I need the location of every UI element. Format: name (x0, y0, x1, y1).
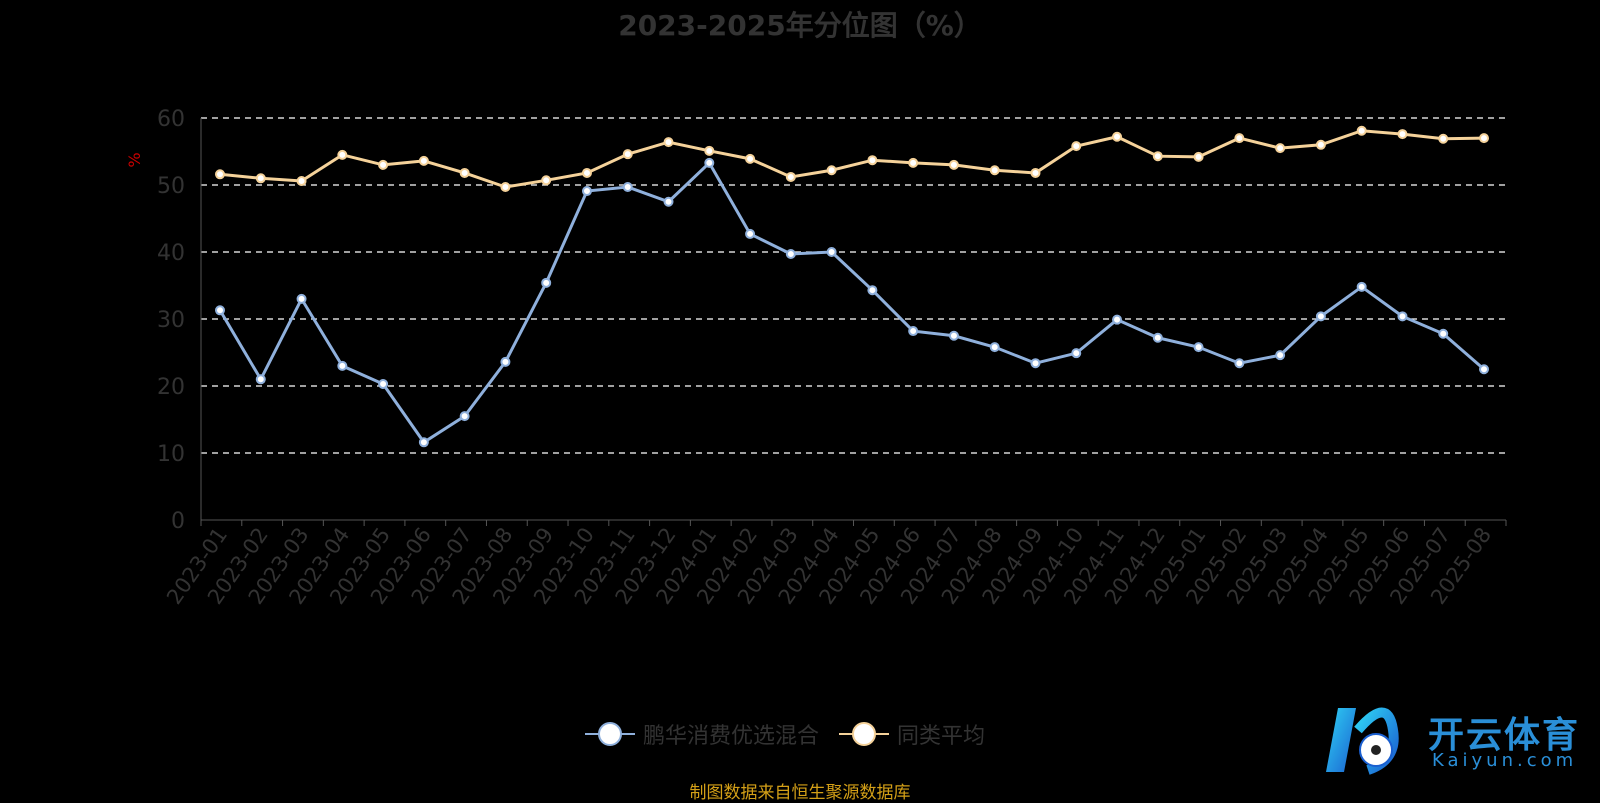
data-point-0 (1112, 314, 1123, 325)
data-point-0 (1193, 342, 1204, 353)
data-point-1 (1479, 133, 1489, 144)
watermark-name: 开云体育 (1428, 715, 1581, 756)
data-point-0 (1315, 311, 1326, 322)
data-point-0 (989, 342, 1000, 353)
data-point-0 (908, 326, 919, 337)
data-point-1 (459, 167, 470, 178)
data-point-0 (867, 285, 878, 296)
data-point-0 (1234, 358, 1245, 369)
series-line-0 (218, 160, 1485, 445)
data-point-1 (581, 167, 592, 178)
data-point-0 (745, 228, 756, 239)
watermark-domain: Kaiyun.com (1432, 750, 1578, 771)
data-point-1 (745, 153, 756, 164)
data-point-1 (867, 155, 878, 166)
legend-label-fund: 鹏华消费优选混合 (643, 724, 820, 749)
series-line-1 (219, 129, 1485, 189)
legend-item-fund[interactable]: 鹏华消费优选混合 (585, 718, 819, 750)
data-point-1 (255, 173, 266, 184)
data-point-0 (581, 186, 592, 197)
data-point-1 (215, 169, 225, 180)
data-point-1 (1356, 125, 1367, 136)
data-point-1 (948, 159, 959, 170)
kaiyun-logo-icon (1326, 707, 1399, 775)
data-point-0 (1397, 311, 1408, 322)
data-point-0 (1275, 350, 1286, 361)
legend-marker-average (839, 722, 890, 746)
data-point-1 (704, 145, 715, 156)
y-tick-label: 20 (157, 375, 185, 400)
data-point-1 (541, 175, 552, 186)
data-point-0 (337, 360, 348, 371)
data-point-0 (255, 374, 266, 385)
legend-label-average: 同类平均 (897, 724, 986, 749)
data-point-1 (1438, 133, 1449, 144)
legend: 鹏华消费优选混合 同类平均 (585, 718, 1005, 750)
y-tick-label: 10 (157, 442, 185, 467)
data-point-1 (1275, 143, 1286, 154)
data-point-0 (1152, 332, 1163, 343)
data-source-note: 制图数据来自恒生聚源数据库 (689, 783, 911, 803)
data-point-0 (1479, 364, 1489, 375)
chart-title: 2023-2025年分位图（%） (618, 9, 982, 42)
legend-marker-fund (585, 722, 635, 746)
data-point-1 (378, 159, 389, 170)
data-point-1 (1030, 167, 1041, 178)
y-tick-label: 60 (157, 107, 185, 132)
data-point-0 (1438, 328, 1449, 339)
data-point-1 (418, 155, 429, 166)
data-point-0 (1356, 281, 1367, 292)
data-point-1 (663, 137, 674, 148)
data-point-1 (1152, 151, 1163, 162)
data-point-1 (337, 149, 348, 160)
data-point-1 (500, 182, 511, 193)
data-point-0 (296, 293, 307, 304)
watermark-logo: 开云体育 Kaiyun.com (1318, 700, 1588, 780)
data-point-0 (541, 277, 552, 288)
data-point-1 (1112, 131, 1123, 142)
data-point-0 (663, 196, 674, 207)
data-point-1 (1193, 151, 1204, 162)
data-point-0 (826, 247, 837, 257)
data-point-0 (459, 411, 470, 422)
y-axis-label: % (125, 152, 144, 167)
data-point-1 (1397, 129, 1408, 140)
y-tick-label: 0 (171, 509, 185, 534)
data-point-1 (908, 157, 919, 168)
data-point-1 (1071, 141, 1082, 152)
data-point-1 (296, 175, 307, 186)
data-point-0 (418, 437, 429, 448)
data-point-1 (785, 171, 796, 182)
data-point-0 (1071, 348, 1082, 359)
y-tick-label: 30 (157, 308, 185, 333)
y-tick-label: 40 (157, 241, 185, 266)
data-point-1 (1234, 133, 1245, 144)
data-point-0 (948, 330, 959, 341)
data-point-0 (378, 378, 389, 389)
legend-item-average[interactable]: 同类平均 (839, 718, 985, 750)
data-point-1 (1315, 139, 1326, 150)
y-tick-label: 50 (157, 174, 185, 199)
data-point-0 (1030, 358, 1041, 369)
data-point-1 (826, 165, 837, 176)
data-point-1 (622, 149, 633, 160)
data-point-0 (215, 305, 225, 316)
data-point-1 (989, 165, 1000, 176)
data-point-0 (785, 249, 796, 260)
data-point-0 (500, 356, 511, 367)
data-point-0 (704, 157, 715, 168)
data-point-0 (622, 182, 633, 193)
